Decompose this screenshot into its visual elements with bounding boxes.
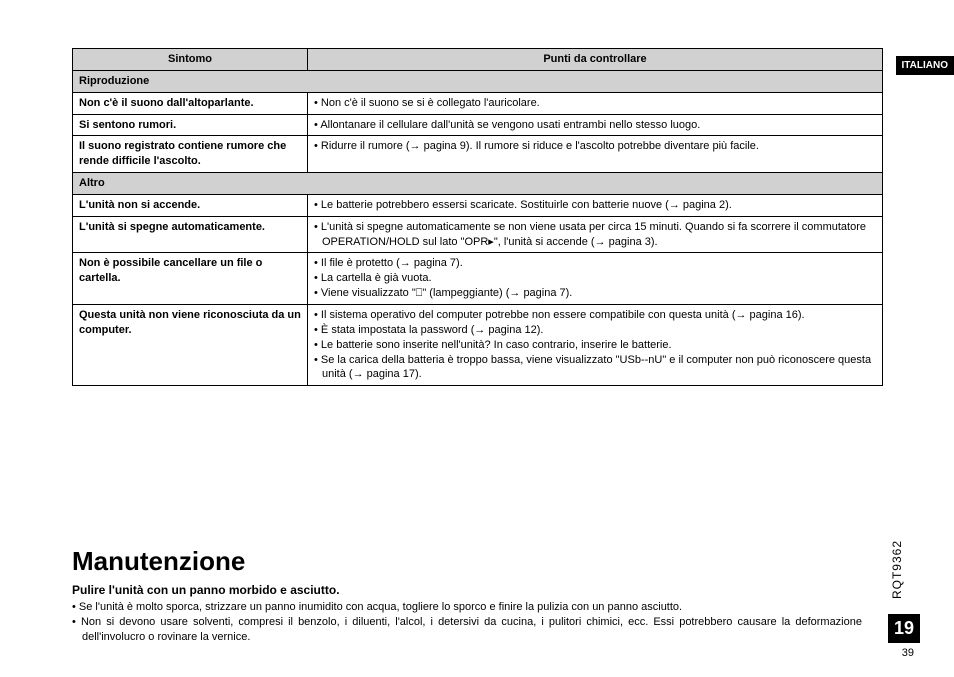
symptom-cell: L'unità non si accende. <box>73 194 308 216</box>
header-symptom: Sintomo <box>73 49 308 71</box>
check-point: Non c'è il suono se si è collegato l'aur… <box>314 96 876 111</box>
check-point: Allontanare il cellulare dall'unità se v… <box>314 118 876 133</box>
header-check: Punti da controllare <box>308 49 883 71</box>
document-code: RQT9362 <box>890 540 904 599</box>
points-cell: Allontanare il cellulare dall'unità se v… <box>308 114 883 136</box>
section-header: Altro <box>73 173 883 195</box>
points-cell: Il sistema operativo del computer potreb… <box>308 304 883 385</box>
symptom-cell: Non c'è il suono dall'altoparlante. <box>73 92 308 114</box>
symptom-cell: Non è possibile cancellare un file o car… <box>73 253 308 305</box>
check-point: È stata impostata la password (→ pagina … <box>314 323 876 338</box>
symptom-cell: Questa unità non viene riconosciuta da u… <box>73 304 308 385</box>
maintenance-list: Se l'unità è molto sporca, strizzare un … <box>72 600 862 645</box>
check-point: Se la carica della batteria è troppo bas… <box>314 353 876 383</box>
maintenance-point: Non si devono usare solventi, compresi i… <box>72 615 862 645</box>
maintenance-title: Manutenzione <box>72 546 882 577</box>
points-cell: Ridurre il rumore (→ pagina 9). Il rumor… <box>308 136 883 173</box>
maintenance-subhead: Pulire l'unità con un panno morbido e as… <box>72 583 882 597</box>
check-point: Ridurre il rumore (→ pagina 9). Il rumor… <box>314 139 876 154</box>
check-point: L'unità si spegne automaticamente se non… <box>314 220 876 250</box>
check-point: Il sistema operativo del computer potreb… <box>314 308 876 323</box>
symptom-cell: Si sentono rumori. <box>73 114 308 136</box>
check-point: Viene visualizzato "⎕" (lampeggiante) (→… <box>314 286 876 301</box>
symptom-cell: L'unità si spegne automaticamente. <box>73 216 308 253</box>
maintenance-point: Se l'unità è molto sporca, strizzare un … <box>72 600 862 615</box>
section-page-badge: 19 <box>888 614 920 643</box>
points-cell: Le batterie potrebbero essersi scaricate… <box>308 194 883 216</box>
section-header: Riproduzione <box>73 70 883 92</box>
points-cell: L'unità si spegne automaticamente se non… <box>308 216 883 253</box>
troubleshooting-table: Sintomo Punti da controllare Riproduzion… <box>72 48 883 386</box>
check-point: Le batterie sono inserite nell'unità? In… <box>314 338 876 353</box>
page-number: 39 <box>902 647 914 659</box>
check-point: La cartella è già vuota. <box>314 271 876 286</box>
points-cell: Il file è protetto (→ pagina 7).La carte… <box>308 253 883 305</box>
points-cell: Non c'è il suono se si è collegato l'aur… <box>308 92 883 114</box>
check-point: Le batterie potrebbero essersi scaricate… <box>314 198 876 213</box>
symptom-cell: Il suono registrato contiene rumore che … <box>73 136 308 173</box>
check-point: Il file è protetto (→ pagina 7). <box>314 256 876 271</box>
language-tab: ITALIANO <box>896 56 954 75</box>
